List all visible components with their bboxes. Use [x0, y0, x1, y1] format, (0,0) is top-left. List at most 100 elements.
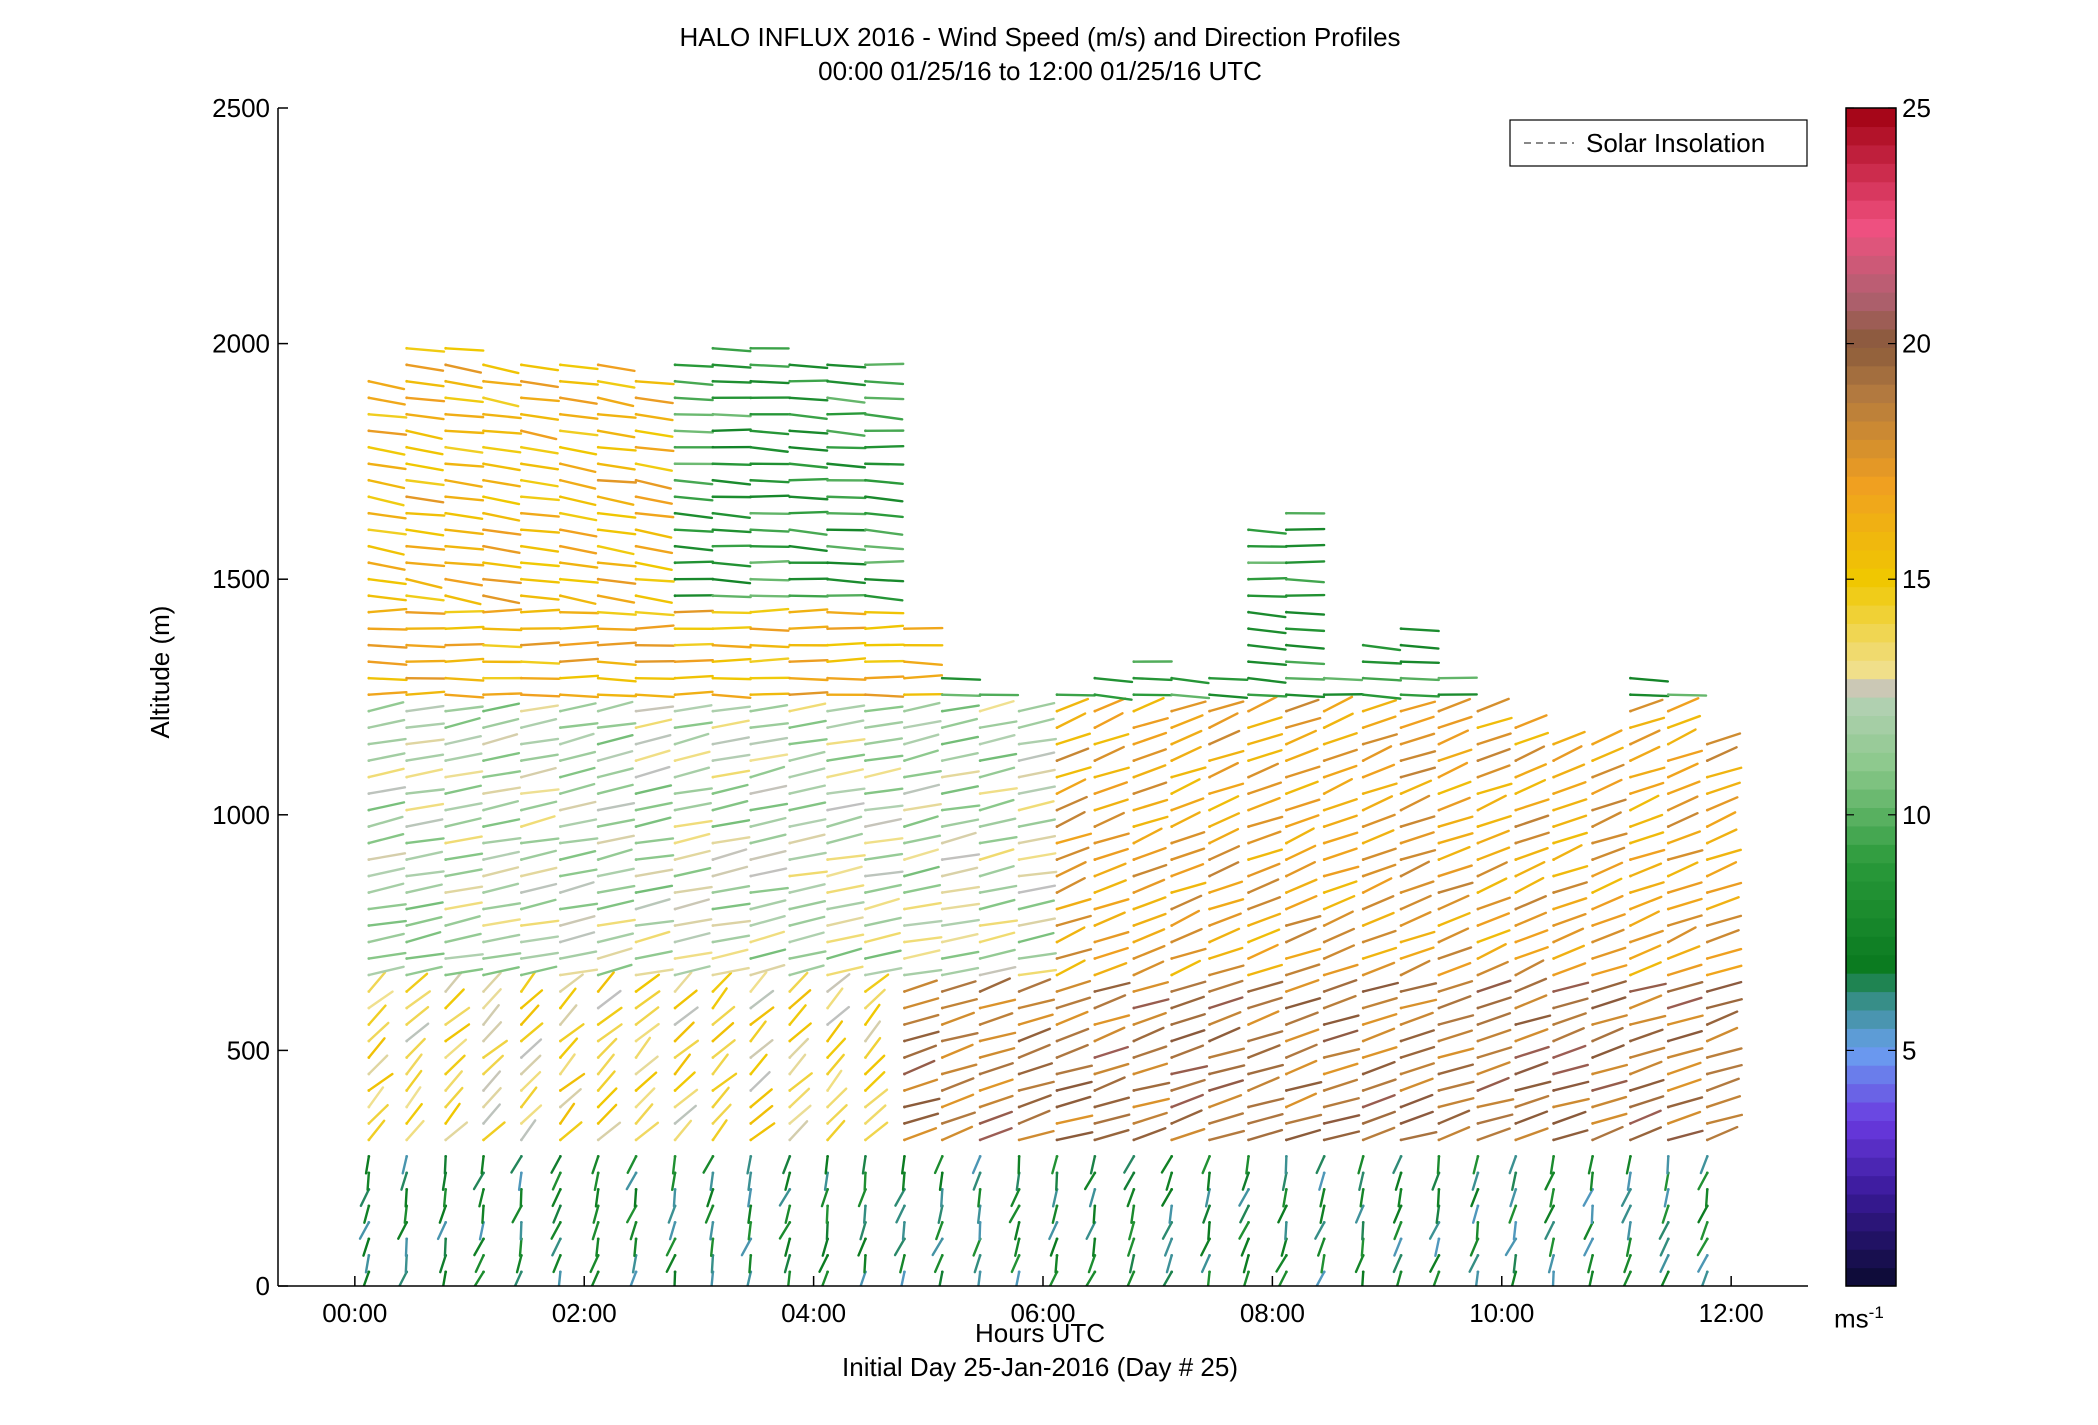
- wind-barb: [1323, 695, 1354, 713]
- wind-barb-tip: [1284, 940, 1288, 944]
- wind-barb-tip: [1170, 693, 1174, 697]
- wind-barb-tip: [405, 363, 409, 367]
- wind-barb-tip: [864, 924, 867, 927]
- wind-barb-tip: [1132, 660, 1136, 664]
- wind-barb: [519, 1221, 523, 1241]
- wind-barb: [903, 1078, 939, 1092]
- wind-barb: [1511, 1171, 1517, 1191]
- wind-barb: [444, 717, 481, 729]
- wind-barb-tip: [826, 1188, 830, 1191]
- wind-barb-tip: [367, 396, 371, 400]
- wind-barb-tip: [1284, 709, 1288, 713]
- wind-barb-tip: [405, 1138, 409, 1142]
- wind-barb-tip: [1093, 1270, 1097, 1274]
- colorbar-segment: [1846, 770, 1896, 790]
- wind-barb-tip: [634, 726, 638, 730]
- wind-barb: [1629, 1126, 1662, 1142]
- wind-barb: [589, 1254, 600, 1274]
- colorbar-segment: [1846, 715, 1896, 735]
- wind-barb: [1161, 1221, 1173, 1240]
- wind-barb-tip: [558, 429, 562, 433]
- wind-barb: [1548, 1237, 1555, 1257]
- wind-barb-tip: [673, 940, 677, 944]
- wind-barb: [711, 719, 750, 729]
- wind-barb-tip: [1284, 643, 1288, 647]
- y-tick-label: 2500: [212, 93, 270, 123]
- wind-barb: [520, 965, 558, 977]
- colorbar-segment: [1846, 697, 1896, 717]
- wind-barb-tip: [1552, 792, 1556, 795]
- wind-barb: [405, 690, 446, 696]
- wind-barb: [1247, 1128, 1284, 1142]
- wind-barb-tip: [482, 759, 485, 763]
- wind-barb-tip: [634, 759, 638, 763]
- wind-barb-tip: [711, 346, 715, 350]
- wind-barb-tip: [1132, 957, 1136, 960]
- wind-barb-tip: [558, 528, 562, 532]
- wind-barb-tip: [634, 1270, 638, 1274]
- wind-barb: [1704, 1188, 1709, 1208]
- wind-barb-tip: [482, 792, 485, 795]
- wind-barb-tip: [711, 1039, 715, 1043]
- wind-barb-tip: [978, 1138, 982, 1142]
- wind-barb-tip: [864, 907, 867, 911]
- wind-barb: [1591, 1014, 1628, 1026]
- wind-barb: [405, 380, 445, 388]
- wind-barb: [864, 737, 904, 746]
- wind-barb-tip: [673, 874, 677, 878]
- wind-barb-tip: [1132, 775, 1136, 779]
- wind-barb-tip: [405, 379, 409, 383]
- wind-barb: [864, 754, 904, 762]
- wind-barb: [444, 885, 484, 894]
- wind-barb-tip: [519, 1056, 523, 1059]
- wind-barb: [826, 901, 865, 911]
- wind-barb: [673, 396, 714, 402]
- wind-barb-tip: [1629, 990, 1632, 993]
- wind-barb-tip: [1514, 891, 1518, 894]
- wind-barb-tip: [1017, 1204, 1021, 1208]
- wind-barb: [367, 512, 407, 520]
- wind-barb-tip: [596, 726, 600, 730]
- wind-barb: [671, 1171, 677, 1192]
- wind-barb-tip: [864, 643, 867, 647]
- wind-barb: [520, 693, 561, 698]
- wind-barb: [1247, 660, 1288, 667]
- wind-barb-tip: [634, 874, 638, 878]
- wind-barb: [1399, 880, 1435, 894]
- wind-barb-tip: [1132, 1220, 1136, 1224]
- wind-barb-tip: [788, 478, 792, 482]
- wind-barb-tip: [1591, 792, 1595, 795]
- wind-barb: [1362, 643, 1402, 652]
- wind-barb-tip: [482, 1056, 485, 1059]
- wind-barb: [749, 657, 790, 663]
- wind-barb: [857, 1237, 867, 1257]
- wind-barb-tip: [673, 478, 677, 482]
- wind-barb: [367, 462, 407, 471]
- wind-barb-tip: [749, 544, 753, 548]
- wind-barb: [1476, 1113, 1514, 1125]
- wind-barb: [1170, 1013, 1206, 1026]
- wind-barb: [1399, 959, 1431, 977]
- wind-barb: [824, 1155, 829, 1175]
- wind-barb: [826, 1104, 848, 1125]
- wind-barb-tip: [1552, 742, 1556, 746]
- wind-barb-tip: [673, 907, 677, 911]
- wind-barb: [1323, 712, 1354, 729]
- wind-barb: [559, 931, 596, 944]
- wind-barb-tip: [749, 1171, 753, 1175]
- wind-barb: [788, 1120, 809, 1142]
- wind-barb-tip: [1055, 891, 1059, 894]
- wind-barb: [1514, 1094, 1550, 1109]
- wind-barb-tip: [864, 1072, 867, 1076]
- wind-barb: [1093, 981, 1131, 993]
- wind-barb-tip: [1476, 1270, 1480, 1274]
- wind-barb: [520, 429, 558, 441]
- wind-barb-tip: [1055, 1089, 1059, 1092]
- wind-barb: [1247, 1044, 1281, 1059]
- wind-barb-tip: [864, 1204, 867, 1208]
- colorbar-segment: [1846, 347, 1896, 367]
- wind-barb-tip: [367, 792, 371, 795]
- wind-barb: [1247, 610, 1287, 619]
- wind-barb-tip: [1437, 973, 1441, 977]
- wind-barb-tip: [826, 1089, 830, 1092]
